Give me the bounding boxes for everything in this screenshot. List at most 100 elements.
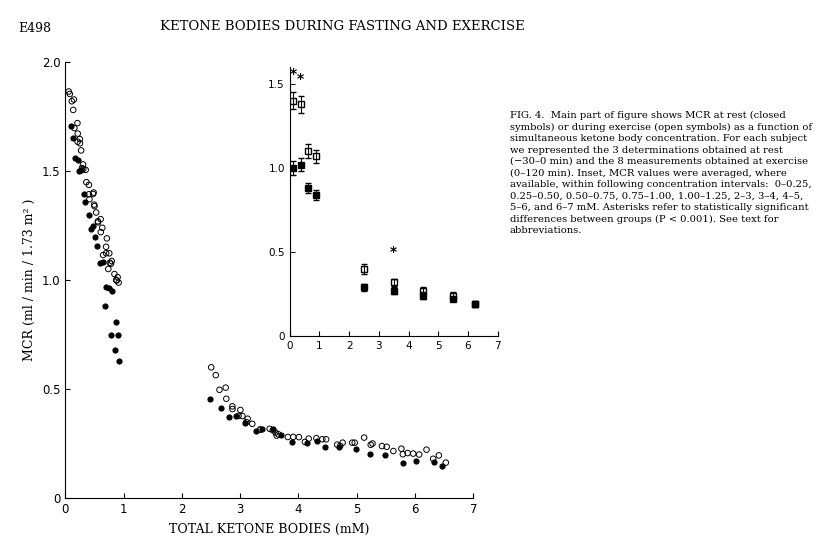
Point [204, 394, 217, 403]
Point [292, 433, 305, 442]
Point [222, 412, 235, 421]
Point [272, 430, 285, 438]
Point [71, 129, 84, 138]
Point [111, 273, 124, 282]
Point [74, 146, 87, 155]
Point [96, 250, 109, 259]
Y-axis label: MCR (ml / min / 1.73 m² ): MCR (ml / min / 1.73 m² ) [23, 199, 36, 361]
Point [85, 225, 98, 234]
Point [439, 458, 452, 467]
Point [387, 446, 400, 455]
Point [67, 105, 80, 114]
Point [238, 419, 251, 428]
Point [320, 435, 333, 444]
Point [71, 137, 84, 146]
Point [62, 87, 75, 96]
Point [397, 450, 410, 459]
Point [236, 412, 249, 421]
Point [254, 425, 267, 434]
Point [334, 441, 347, 450]
Text: E498: E498 [18, 22, 51, 35]
Point [104, 258, 117, 267]
Point [220, 383, 233, 392]
Point [73, 134, 86, 143]
Point [226, 402, 239, 411]
Point [68, 124, 81, 133]
Point [249, 427, 262, 436]
Point [89, 232, 102, 241]
Point [316, 435, 329, 444]
Text: KETONE BODIES DURING FASTING AND EXERCISE: KETONE BODIES DURING FASTING AND EXERCIS… [161, 20, 525, 32]
Point [104, 259, 118, 268]
Point [246, 419, 259, 428]
Point [78, 198, 91, 207]
Point [282, 432, 295, 441]
Text: *: * [297, 72, 304, 86]
Point [285, 438, 298, 447]
Point [286, 432, 299, 441]
Text: FIG. 4.  Main part of figure shows MCR at rest (closed symbols) or during exerci: FIG. 4. Main part of figure shows MCR at… [510, 111, 812, 235]
Point [254, 425, 267, 434]
Point [363, 450, 376, 459]
Point [82, 180, 95, 189]
Point [269, 428, 282, 437]
Point [100, 242, 113, 251]
Point [88, 202, 101, 211]
Point [75, 164, 88, 172]
Point [71, 119, 84, 128]
Point [256, 424, 269, 433]
Point [397, 459, 410, 468]
Point [274, 431, 287, 440]
Point [68, 95, 81, 104]
Point [349, 444, 362, 453]
Point [102, 283, 115, 292]
Point [90, 208, 103, 217]
Point [99, 302, 112, 311]
Point [79, 165, 92, 174]
Point [270, 431, 283, 440]
Point [310, 437, 323, 446]
Point [99, 282, 112, 291]
Point [77, 160, 90, 169]
Point [95, 228, 108, 237]
Point [86, 189, 100, 198]
Point [112, 278, 125, 287]
Point [302, 434, 315, 443]
Point [102, 264, 115, 273]
Point [266, 426, 279, 435]
Point [110, 276, 123, 285]
Point [409, 456, 422, 465]
Point [406, 449, 419, 458]
Point [105, 287, 118, 296]
Text: *: * [290, 67, 297, 81]
Point [357, 433, 370, 442]
Point [73, 166, 86, 175]
Point [64, 122, 78, 130]
Point [226, 404, 239, 413]
Point [205, 363, 218, 372]
Point [346, 438, 359, 447]
Point [86, 222, 100, 231]
Point [93, 258, 106, 267]
Point [108, 269, 121, 278]
Point [232, 412, 245, 421]
Point [100, 234, 113, 243]
Point [263, 424, 276, 433]
Point [266, 424, 279, 433]
Point [91, 217, 104, 226]
Point [94, 214, 107, 223]
Point [105, 256, 118, 265]
Point [113, 356, 126, 365]
Point [87, 200, 100, 209]
Point [65, 97, 78, 106]
Point [71, 156, 84, 165]
Point [366, 439, 379, 448]
Point [401, 449, 415, 458]
Point [234, 405, 247, 414]
Point [380, 442, 393, 451]
Point [96, 258, 109, 267]
Point [428, 458, 441, 466]
Point [333, 443, 346, 452]
Point [82, 190, 95, 199]
Text: *: * [390, 245, 397, 259]
